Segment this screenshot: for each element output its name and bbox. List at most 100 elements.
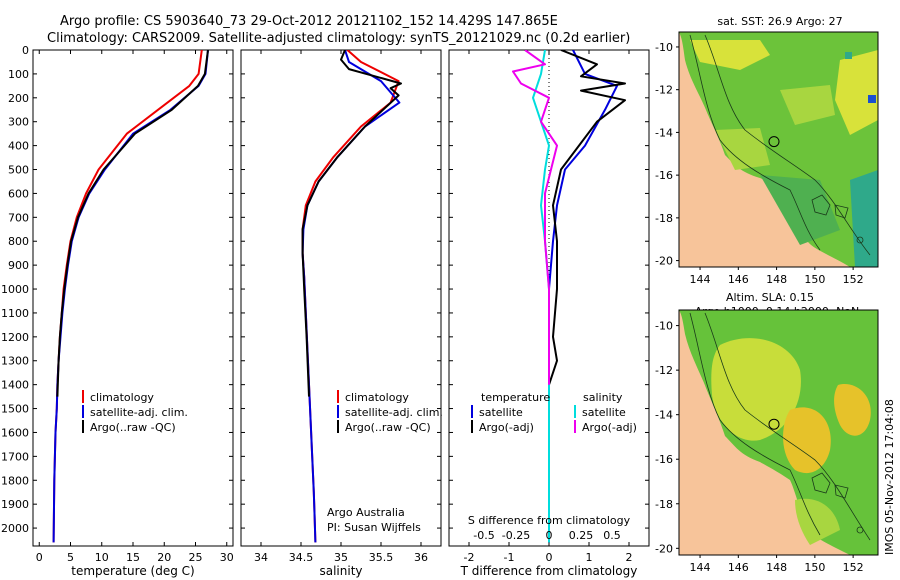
legend-climatology-label: climatology — [90, 391, 154, 404]
depth-tick-label: 1900 — [1, 498, 29, 511]
reef-outline — [811, 472, 831, 494]
legend-temperature-title: temperature — [481, 391, 550, 404]
s-tick-label: 0 — [546, 529, 553, 542]
lon-tick-label: 144 — [690, 273, 711, 286]
sla-map-image — [679, 310, 878, 555]
x-tick-label: 36 — [414, 551, 428, 564]
temperature-series-argo-raw-qc — [56, 50, 209, 397]
difference-panel: -2 -1 0 1 2 temperature satellite Argo(-adj)… — [448, 49, 650, 578]
depth-tick-label: 2000 — [1, 522, 29, 535]
legend-satellite-label: satellite-adj. clim. — [345, 406, 443, 419]
salinity-legend: climatology satellite-adj. clim. Argo(..… — [337, 390, 443, 434]
legend-s-satellite-label: satellite — [582, 406, 626, 419]
salinity-plot-frame — [240, 49, 442, 547]
depth-tick-label: 1100 — [1, 307, 29, 320]
x-tick-label: 30 — [220, 551, 234, 564]
hot-spot — [868, 95, 876, 103]
difference-series-t-argo-adj — [548, 50, 626, 386]
s-tick-label: 0.25 — [569, 529, 594, 542]
cool-patch — [850, 170, 878, 267]
sst-map-lon-ticks: 144 146 148 150 152 — [690, 267, 864, 286]
legend-argo-label: Argo(..raw -QC) — [90, 421, 176, 434]
x-tick-label: 20 — [157, 551, 171, 564]
principal-investigator-label: PI: Susan Wijffels — [327, 521, 421, 534]
s-tick-label: -0.25 — [502, 529, 530, 542]
argo-float-location-marker — [768, 136, 780, 148]
x-tick-label: 15 — [126, 551, 140, 564]
s-tick-label: 0.5 — [603, 529, 621, 542]
temperature-legend: climatology satellite-adj. clim. Argo(..… — [82, 390, 188, 434]
isobath-line — [704, 312, 871, 541]
depth-tick-label: 1500 — [1, 403, 29, 416]
depth-tick-label: 1700 — [1, 450, 29, 463]
lon-tick-label: 152 — [843, 273, 864, 286]
isobath-line — [689, 34, 821, 251]
depth-tick-label: 100 — [8, 68, 29, 81]
legend-s-argo-label: Argo(-adj) — [582, 421, 637, 434]
sst-map: sat. SST: 26.9 Argo: 27 -10-12-14-16-18-… — [655, 15, 879, 286]
temperature-axis-ticks: 0 5 10 15 20 25 30 — [36, 50, 234, 564]
lat-tick-label: -12 — [655, 84, 673, 97]
lon-tick-label: 146 — [728, 273, 749, 286]
x-tick-label: 10 — [95, 551, 109, 564]
depth-tick-label: 400 — [8, 140, 29, 153]
x-tick-label: 2 — [626, 551, 633, 564]
depth-tick-label: 1400 — [1, 379, 29, 392]
salinity-series-argo-raw-qc — [301, 50, 402, 397]
figure-title-line1: Argo profile: CS 5903640_73 29-Oct-2012 … — [60, 14, 558, 29]
sla-high-patch — [783, 407, 831, 474]
legend-climatology-label: climatology — [345, 391, 409, 404]
lat-tick-label: -20 — [655, 542, 673, 555]
lon-tick-label: 146 — [728, 561, 749, 574]
sst-map-image — [679, 32, 878, 267]
sla-map-frame — [678, 309, 879, 556]
isobath-line — [689, 312, 821, 536]
lon-tick-label: 150 — [804, 273, 825, 286]
legend-satellite-label: satellite-adj. clim. — [90, 406, 188, 419]
s-tick-label: -0.5 — [473, 529, 494, 542]
legend-t-argo-label: Argo(-adj) — [479, 421, 534, 434]
warm-patch — [835, 50, 878, 135]
isobath-line — [704, 34, 871, 256]
depth-tick-label: 1800 — [1, 474, 29, 487]
lat-tick-label: -12 — [655, 364, 673, 377]
difference-legend: temperature satellite Argo(-adj) salinit… — [471, 391, 637, 434]
lon-tick-label: 152 — [843, 561, 864, 574]
sla-high-patch — [711, 338, 801, 441]
temperature-panel: 0100200300400500600700800900100011001200… — [1, 44, 234, 578]
lat-tick-label: -16 — [655, 453, 673, 466]
x-tick-label: 35.5 — [369, 551, 394, 564]
sst-map-lat-ticks: -10 -12 -14 -16 -18 -20 — [655, 41, 679, 268]
t-difference-axis-ticks: -2 -1 0 1 2 — [464, 50, 633, 564]
s-difference-axis-label: S difference from climatology — [468, 514, 631, 527]
lat-tick-label: -18 — [655, 498, 673, 511]
reef-outline — [811, 194, 831, 216]
lat-tick-label: -16 — [655, 169, 673, 182]
x-tick-label: 25 — [189, 551, 203, 564]
lat-tick-label: -14 — [655, 126, 673, 139]
x-tick-label: 35 — [334, 551, 348, 564]
x-tick-label: 5 — [67, 551, 74, 564]
imos-timestamp: IMOS 05-Nov-2012 17:04:08 — [883, 399, 896, 555]
sla-map: Altim. SLA: 0.15 Argo h1000: 0.14 h2000:… — [655, 291, 879, 574]
reef-outline — [834, 484, 849, 499]
lat-tick-label: -18 — [655, 212, 673, 225]
sla-mid-patch — [795, 498, 840, 545]
depth-tick-label: 1600 — [1, 426, 29, 439]
salinity-axis-ticks: 34 34.5 35 35.5 36 — [254, 50, 428, 564]
x-tick-label: 0 — [546, 551, 553, 564]
depth-tick-label: 800 — [8, 235, 29, 248]
figure-title-line2: Climatology: CARS2009. Satellite-adjuste… — [47, 31, 630, 46]
sla-map-lon-ticks: 144 146 148 150 152 — [690, 555, 864, 574]
depth-tick-label: 1200 — [1, 331, 29, 344]
depth-axis-ticks: 0 100 200 300 400 500 600 700 800 900 1000 1100 1200… — [1, 44, 233, 535]
depth-tick-label: 1000 — [1, 283, 29, 296]
island-marker — [856, 526, 864, 534]
salinity-panel: 34 34.5 35 35.5 36 climatology satellite-adj… — [240, 49, 443, 578]
depth-tick-label: 700 — [8, 211, 29, 224]
reef-outline — [834, 204, 849, 219]
depth-tick-label: 200 — [8, 92, 29, 105]
lon-tick-label: 148 — [766, 273, 787, 286]
t-difference-axis-label: T difference from climatology — [460, 564, 638, 578]
temperature-axis-label: temperature (deg C) — [71, 564, 194, 578]
